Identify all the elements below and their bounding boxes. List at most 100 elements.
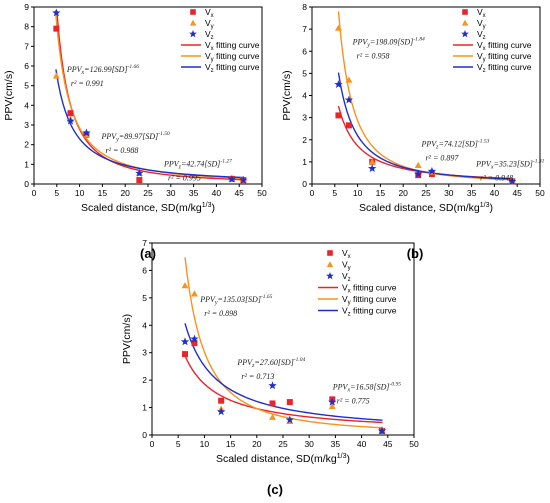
- chart-a-x-tick-label: 50: [257, 188, 267, 198]
- chart-a-point-y: [52, 72, 60, 79]
- chart-b-point-y: [368, 158, 376, 165]
- chart-c-point-z: [190, 334, 199, 343]
- chart-a-legend-marker-x: [190, 9, 196, 15]
- chart-a-y-tick-label: 5: [24, 81, 29, 91]
- chart-c-point-z: [377, 426, 387, 435]
- chart-b-point-z: [344, 95, 354, 104]
- chart-a-y-tick-label: 6: [24, 61, 29, 71]
- chart-c-frame: [151, 242, 415, 436]
- chart-c-y-tick-label: 4: [142, 320, 147, 330]
- chart-a-annotation-r2-z: r² = 0.995: [168, 173, 201, 182]
- panel-label-a: (a): [140, 246, 156, 261]
- chart-c-fit-curve-z: [184, 323, 383, 421]
- chart-b-y-tick-label: 0: [302, 179, 307, 189]
- chart-b-y-tick-label: 5: [302, 68, 307, 78]
- chart-c-x-tick-label: 30: [304, 439, 314, 449]
- chart-b-y-tick-label: 6: [302, 46, 307, 56]
- chart-c-legend-fit-label-y: Vy fitting curve: [342, 294, 397, 306]
- chart-c-legend-fit-label-z: Vz fitting curve: [342, 306, 397, 318]
- chart-a-y-tick-label: 4: [24, 100, 29, 110]
- chart-a-x-tick-label: 10: [75, 188, 85, 198]
- chart-c-legend-marker-y: [326, 261, 334, 268]
- chart-a-point-z: [227, 174, 237, 183]
- chart-a-point-z: [66, 116, 75, 125]
- chart-c-point-z: [285, 415, 294, 424]
- chart-b-legend-fit-label-x: Vx fitting curve: [477, 40, 532, 52]
- chart-a-legend-fit-label-z: Vz fitting curve: [205, 62, 260, 74]
- chart-c-x-tick-label: 25: [278, 439, 288, 449]
- chart-c-point-x: [182, 351, 189, 358]
- chart-a-x-tick-label: 40: [212, 188, 222, 198]
- panel-label-c: (c): [267, 482, 283, 497]
- chart-b-x-tick-label: 35: [467, 188, 477, 198]
- chart-a-point-z: [52, 8, 61, 17]
- chart-b-legend-label-y: Vy: [477, 18, 486, 30]
- chart-a-x-tick-label: 30: [166, 188, 176, 198]
- chart-c-y-tick-label: 7: [142, 238, 147, 248]
- chart-b-point-z: [427, 166, 437, 175]
- chart-a-legend-marker-z: [189, 29, 197, 38]
- chart-c-legend-label-z: Vz: [342, 271, 351, 283]
- chart-b-legend-marker-z: [461, 29, 469, 38]
- chart-c-x-axis-label: Scaled distance, SD(m/kg1/3): [216, 453, 350, 465]
- chart-a-legend-label-x: Vx: [205, 7, 214, 19]
- chart-a-y-tick-label: 0: [24, 179, 29, 189]
- chart-b-annotation-r2-y: r² = 0.958: [357, 52, 390, 61]
- chart-a-x-tick-label: 0: [32, 188, 37, 198]
- chart-b-point-x: [335, 112, 342, 119]
- chart-b-x-tick-label: 15: [376, 188, 386, 198]
- chart-c-legend-label-y: Vy: [342, 260, 351, 272]
- chart-a-point-x: [53, 25, 60, 32]
- chart-c-x-tick-label: 5: [176, 439, 181, 449]
- chart-b-y-tick-label: 2: [302, 135, 307, 145]
- chart-a-x-tick-label: 35: [189, 188, 199, 198]
- chart-a-legend-fit-label-x: Vx fitting curve: [205, 40, 260, 52]
- chart-b-point-y: [414, 161, 422, 168]
- chart-a-annotation-equation-z: PPVz=42.74[SD]-1.27: [163, 158, 232, 170]
- chart-b-point-y: [345, 76, 353, 83]
- chart-c-y-tick-label: 1: [142, 403, 147, 413]
- chart-a-annotation-r2-y: r² = 0.988: [105, 146, 138, 155]
- chart-b-x-tick-label: 50: [535, 188, 545, 198]
- chart-c-point-y: [269, 413, 276, 420]
- chart-c-legend-label-x: Vx: [342, 248, 351, 260]
- chart-c-x-tick-label: 45: [383, 439, 393, 449]
- chart-c-y-tick-label: 2: [142, 375, 147, 385]
- chart-c-point-y: [190, 290, 198, 297]
- chart-b-y-tick-label: 3: [302, 113, 307, 123]
- chart-b-annotation-equation-x: PPVx=35.23[SD]-1.31: [475, 158, 544, 170]
- chart-c-y-tick-label: 6: [142, 265, 147, 275]
- chart-c-annotation-r2-x: r² = 0.775: [337, 397, 370, 406]
- chart-a-annotation-equation-y: PPVy=89.97[SD]-1.50: [100, 131, 169, 143]
- chart-b-legend-label-z: Vz: [477, 29, 486, 41]
- chart-a-point-z: [239, 175, 248, 184]
- chart-b-x-tick-label: 5: [332, 188, 337, 198]
- chart-c-y-tick-label: 5: [142, 293, 147, 303]
- chart-b-x-tick-label: 20: [398, 188, 408, 198]
- chart-c-point-y: [328, 402, 336, 409]
- chart-b-y-tick-label: 4: [302, 91, 307, 101]
- chart-b-x-tick-label: 30: [444, 188, 454, 198]
- chart-b-legend-fit-label-z: Vz fitting curve: [477, 62, 532, 74]
- chart-c-annotation-equation-z: PPVz=27.60[SD]-1.04: [236, 356, 305, 369]
- chart-c-x-tick-label: 10: [200, 439, 210, 449]
- chart-c-x-tick-label: 15: [226, 439, 236, 449]
- chart-c-annotation-r2-z: r² = 0.713: [241, 372, 274, 381]
- chart-b-y-tick-label: 8: [302, 2, 307, 12]
- chart-c-x-tick-label: 40: [357, 439, 367, 449]
- chart-c-y-axis-label: PPV(cm/s): [121, 314, 133, 364]
- chart-a-legend-label-z: Vz: [205, 29, 214, 41]
- chart-b-x-tick-label: 0: [310, 188, 315, 198]
- chart-b-x-tick-label: 45: [512, 188, 522, 198]
- chart-a-fit-curve-y: [54, 10, 244, 180]
- chart-a-x-axis-label: Scaled distance, SD(m/kg1/3): [81, 202, 215, 214]
- chart-a-y-tick-label: 7: [24, 41, 29, 51]
- chart-a-point-x: [136, 177, 143, 184]
- chart-b-y-tick-label: 7: [302, 24, 307, 34]
- chart-b-legend-label-x: Vx: [477, 7, 486, 19]
- chart-c-fit-curve-y: [184, 257, 383, 429]
- chart-c-x-tick-label: 35: [331, 439, 341, 449]
- chart-c-point-y: [181, 282, 189, 289]
